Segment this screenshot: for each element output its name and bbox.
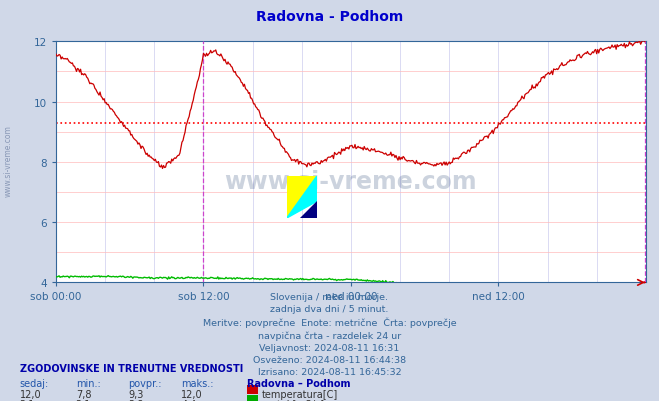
Text: pretok[m3/s]: pretok[m3/s] [262,399,325,401]
Text: Slovenija / reke in morje.
zadnja dva dni / 5 minut.
Meritve: povprečne  Enote: : Slovenija / reke in morje. zadnja dva dn… [203,292,456,377]
Text: 7,8: 7,8 [76,389,92,399]
Text: min.:: min.: [76,378,101,388]
Text: 12,0: 12,0 [20,389,42,399]
Text: www.si-vreme.com: www.si-vreme.com [4,125,13,196]
Polygon shape [287,176,317,219]
Text: temperatura[C]: temperatura[C] [262,389,338,399]
Text: 4,4: 4,4 [181,399,196,401]
Text: maks.:: maks.: [181,378,214,388]
Text: www.si-vreme.com: www.si-vreme.com [225,170,477,194]
Text: 12,0: 12,0 [181,389,203,399]
Text: Radovna - Podhom: Radovna - Podhom [256,10,403,24]
Text: 3,1: 3,1 [76,399,91,401]
Polygon shape [287,176,317,219]
Text: povpr.:: povpr.: [129,378,162,388]
Text: 3,1: 3,1 [20,399,35,401]
Text: sedaj:: sedaj: [20,378,49,388]
Text: Radovna – Podhom: Radovna – Podhom [247,378,351,388]
Text: 9,3: 9,3 [129,389,144,399]
Polygon shape [301,202,317,219]
Text: ZGODOVINSKE IN TRENUTNE VREDNOSTI: ZGODOVINSKE IN TRENUTNE VREDNOSTI [20,363,243,373]
Text: 3,8: 3,8 [129,399,144,401]
